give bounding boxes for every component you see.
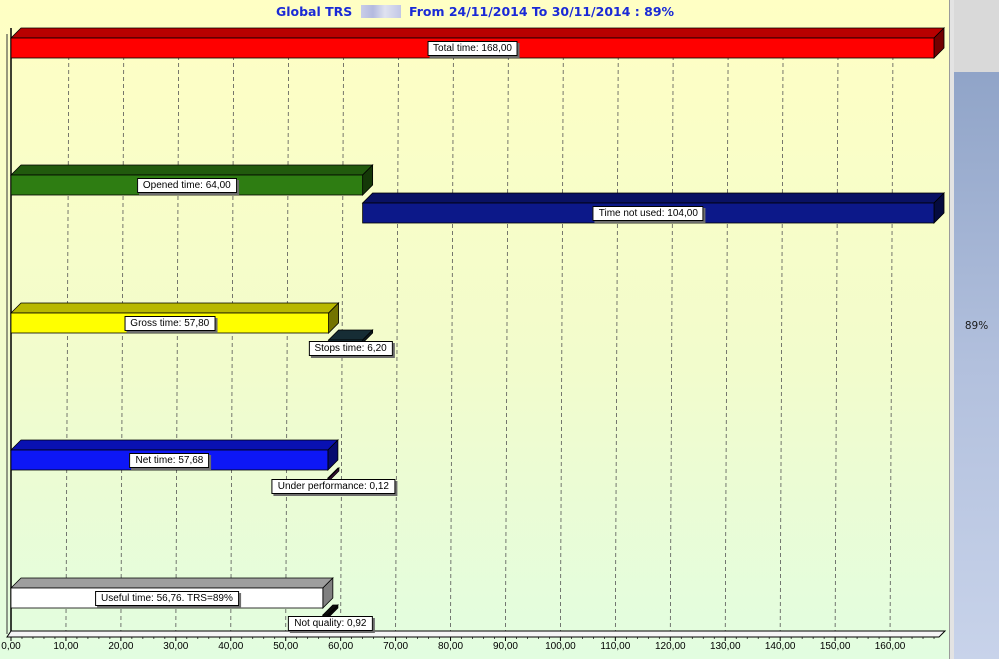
grid-line xyxy=(395,27,399,632)
grid-line xyxy=(560,27,564,632)
x-tick-label: 70,00 xyxy=(383,641,409,652)
x-tick-label: 140,00 xyxy=(764,641,796,652)
grid-line xyxy=(889,27,894,632)
side-panel: 89% xyxy=(950,0,999,659)
side-gauge-empty xyxy=(954,0,999,72)
x-tick-label: 90,00 xyxy=(492,641,518,652)
grid-line xyxy=(340,27,345,632)
x-tick-label: 0,00 xyxy=(1,641,21,652)
bar-gross-top xyxy=(10,302,340,314)
grid-line xyxy=(450,27,454,632)
grid-line xyxy=(779,27,784,632)
grid-line xyxy=(834,27,839,632)
x-tick-label: 150,00 xyxy=(819,641,851,652)
x-tick-label: 10,00 xyxy=(53,641,79,652)
x-tick-label: 100,00 xyxy=(545,641,576,652)
x-tick-label: 50,00 xyxy=(273,641,299,652)
bar-not-used-top xyxy=(361,192,945,204)
x-tick-label: 80,00 xyxy=(438,641,464,652)
chart-title-text: Global TRS xyxy=(275,4,353,19)
grid-line xyxy=(724,27,729,632)
grid-line xyxy=(669,27,674,632)
bar-label-under-performance: Under performance: 0,12 xyxy=(271,479,395,494)
bar-label-stops: Stops time: 6,20 xyxy=(308,341,393,356)
x-tick-label: 60,00 xyxy=(328,641,354,652)
bar-useful-top xyxy=(10,577,334,589)
bar-opened-top xyxy=(10,164,374,176)
bar-label-not-quality: Not quality: 0,92 xyxy=(288,616,373,631)
grid-line xyxy=(505,27,509,632)
chart-title-suffix: From 24/11/2014 To 30/11/2014 : 89% xyxy=(408,4,675,19)
x-tick-label: 20,00 xyxy=(108,641,134,652)
x-axis-floor xyxy=(6,630,947,638)
grid-line xyxy=(614,27,619,632)
bar-label-total: Total time: 168,00 xyxy=(427,41,518,56)
bar-net-top xyxy=(10,439,339,451)
bar-total-top xyxy=(10,27,945,39)
bar-label-net: Net time: 57,68 xyxy=(129,453,210,468)
x-tick-label: 30,00 xyxy=(163,641,189,652)
side-gauge-label: 89% xyxy=(964,320,989,332)
bar-label-useful: Useful time: 56,76. TRS=89% xyxy=(95,591,239,606)
x-tick-label: 120,00 xyxy=(654,641,686,652)
side-gauge-fill xyxy=(954,72,999,659)
redacted-name xyxy=(360,5,401,18)
x-tick-label: 160,00 xyxy=(874,641,906,652)
chart-area: Global TRS From 24/11/2014 To 30/11/2014… xyxy=(0,0,950,659)
bar-label-gross: Gross time: 57,80 xyxy=(124,316,216,331)
x-tick-label: 130,00 xyxy=(709,641,741,652)
x-tick-label: 110,00 xyxy=(600,641,631,652)
bar-label-opened: Opened time: 64,00 xyxy=(136,178,237,193)
x-tick-label: 40,00 xyxy=(218,641,244,652)
bar-label-not-used: Time not used: 104,00 xyxy=(592,206,704,221)
chart-title: Global TRS From 24/11/2014 To 30/11/2014… xyxy=(0,2,950,22)
